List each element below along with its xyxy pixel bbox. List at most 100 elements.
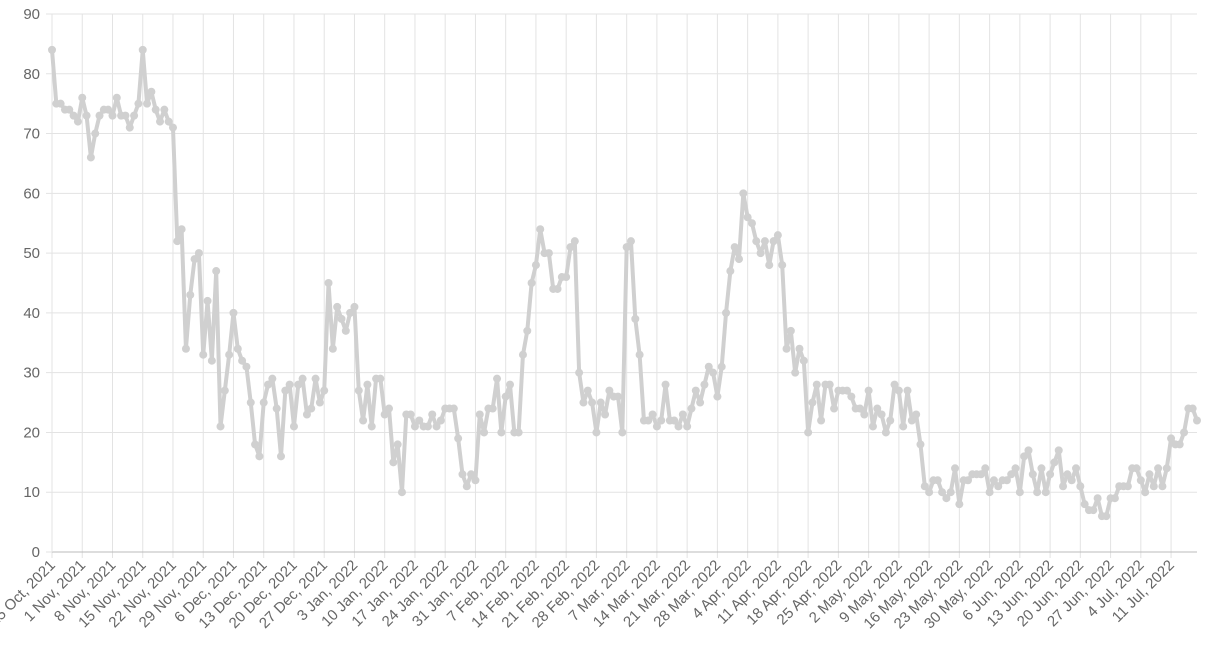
data-point <box>592 428 601 437</box>
data-point <box>493 374 502 383</box>
data-point <box>687 404 696 413</box>
data-point <box>1076 482 1085 491</box>
data-point <box>264 380 273 389</box>
data-point <box>743 213 752 222</box>
data-point <box>868 422 877 431</box>
data-point <box>985 488 994 497</box>
data-point <box>527 279 536 287</box>
data-point <box>156 117 165 126</box>
data-point <box>903 386 912 395</box>
data-point <box>1028 470 1037 479</box>
data-point <box>367 422 376 431</box>
data-point <box>704 362 713 371</box>
data-point <box>324 279 333 287</box>
data-point <box>735 255 743 264</box>
data-point <box>376 374 385 383</box>
data-point <box>843 386 852 395</box>
data-point <box>1167 434 1176 443</box>
data-point <box>722 308 731 317</box>
data-point <box>497 428 506 437</box>
data-point <box>933 476 942 485</box>
data-point <box>925 488 934 497</box>
data-point <box>886 416 895 425</box>
data-point <box>302 410 311 419</box>
data-point <box>614 392 623 401</box>
data-point <box>1093 494 1102 503</box>
data-point <box>380 410 389 419</box>
data-point <box>747 219 756 228</box>
data-point <box>601 410 610 419</box>
data-point <box>648 410 657 419</box>
data-line <box>50 47 1199 519</box>
data-point <box>881 428 890 437</box>
data-point <box>562 273 571 282</box>
data-point <box>1041 488 1050 497</box>
data-point <box>1188 404 1197 413</box>
data-point <box>1089 506 1098 515</box>
data-point <box>920 482 929 491</box>
data-point <box>657 416 666 425</box>
data-point <box>268 374 277 383</box>
data-point <box>458 470 467 479</box>
data-point <box>518 350 527 359</box>
data-point <box>605 386 614 395</box>
data-point <box>1011 464 1020 473</box>
data-point <box>812 380 821 389</box>
data-point <box>696 398 705 407</box>
data-point <box>354 386 363 395</box>
data-point <box>864 386 873 395</box>
data-point <box>393 440 402 449</box>
data-point <box>1050 458 1059 467</box>
data-point <box>410 422 419 431</box>
data-point <box>536 225 545 234</box>
data-point <box>583 386 592 395</box>
data-point <box>938 488 947 497</box>
data-point <box>514 428 523 437</box>
y-tick-label: 10 <box>23 484 40 501</box>
data-point <box>134 99 143 108</box>
data-point <box>246 398 255 407</box>
data-point <box>873 404 882 413</box>
data-point <box>1015 488 1024 497</box>
data-point <box>48 45 56 54</box>
data-point <box>320 386 329 395</box>
data-point <box>385 404 394 413</box>
data-point <box>177 225 186 234</box>
data-point <box>661 380 670 389</box>
data-point <box>830 404 839 413</box>
data-point <box>432 422 441 431</box>
data-point <box>289 422 298 431</box>
data-point <box>294 380 303 389</box>
data-point <box>471 476 480 485</box>
data-point <box>281 386 290 395</box>
data-point <box>225 350 234 359</box>
data-point <box>1037 464 1046 473</box>
data-point <box>1046 470 1055 479</box>
data-point <box>1063 470 1072 479</box>
data-point <box>596 398 605 407</box>
data-point <box>1020 452 1029 461</box>
data-point <box>713 392 722 401</box>
data-point <box>782 344 791 353</box>
data-point <box>795 344 804 353</box>
data-point <box>277 452 285 461</box>
data-point <box>773 231 782 240</box>
data-point <box>855 404 864 413</box>
data-point <box>164 117 173 126</box>
data-point <box>307 404 316 413</box>
data-point <box>428 410 437 419</box>
data-point <box>726 267 735 276</box>
data-point <box>65 105 74 114</box>
data-point <box>523 326 532 335</box>
y-tick-label: 40 <box>23 305 40 322</box>
data-point <box>683 422 692 431</box>
data-point <box>760 237 769 246</box>
y-tick-label: 70 <box>23 126 40 143</box>
data-point <box>454 434 463 443</box>
data-point <box>912 410 921 419</box>
data-point <box>652 422 661 431</box>
y-tick-label: 60 <box>23 185 40 202</box>
data-point <box>765 261 774 270</box>
data-point <box>160 105 169 114</box>
